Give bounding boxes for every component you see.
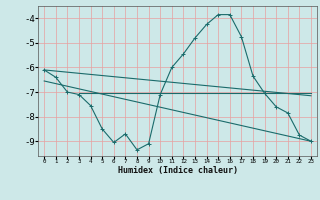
X-axis label: Humidex (Indice chaleur): Humidex (Indice chaleur): [118, 166, 238, 175]
